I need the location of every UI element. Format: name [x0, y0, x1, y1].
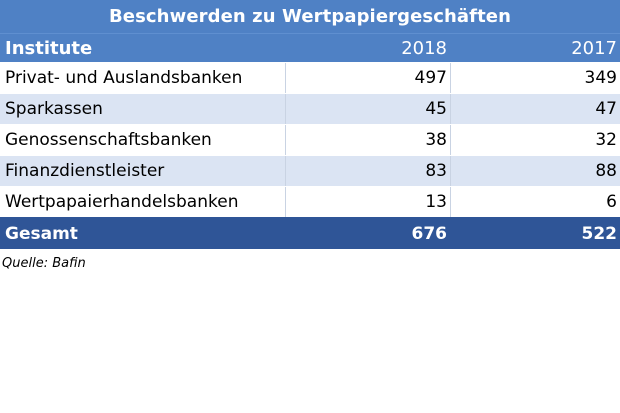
value-2017: 6 [606, 192, 617, 212]
complaints-table: Beschwerden zu Wertpapiergeschäften Inst… [0, 0, 620, 271]
table-header-row: Institute 2018 2017 [0, 33, 620, 62]
table-row: Finanzdienstleister 83 88 [0, 155, 620, 186]
table-title: Beschwerden zu Wertpapiergeschäften [0, 0, 620, 33]
value-2018: 497 [285, 63, 451, 93]
table-row: Privat- und Auslandsbanken 497 349 [0, 62, 620, 93]
institute-name: Wertpapaierhandelsbanken [5, 192, 239, 212]
header-institute: Institute [5, 37, 93, 59]
value-2018: 13 [285, 187, 451, 217]
value-2018: 83 [285, 156, 451, 186]
total-label: Gesamt [5, 223, 78, 244]
value-2017: 32 [595, 130, 617, 150]
table-row: Sparkassen 45 47 [0, 93, 620, 124]
institute-name: Privat- und Auslandsbanken [5, 68, 243, 88]
source-note: Quelle: Bafin [2, 256, 86, 271]
value-2018: 45 [285, 94, 451, 124]
institute-name: Finanzdienstleister [5, 161, 165, 181]
institute-name: Sparkassen [5, 99, 103, 119]
total-2018: 676 [411, 223, 448, 244]
table-row: Wertpapaierhandelsbanken 13 6 [0, 186, 620, 217]
value-2017: 349 [584, 68, 617, 88]
table-row: Genossenschaftsbanken 38 32 [0, 124, 620, 155]
total-2017: 522 [581, 223, 618, 244]
value-2018: 38 [285, 125, 451, 155]
table-total-row: Gesamt 676 522 [0, 217, 620, 249]
header-2017: 2017 [571, 37, 617, 59]
institute-name: Genossenschaftsbanken [5, 130, 212, 150]
value-2017: 88 [595, 161, 617, 181]
value-2017: 47 [595, 99, 617, 119]
header-2018: 2018 [401, 37, 447, 59]
